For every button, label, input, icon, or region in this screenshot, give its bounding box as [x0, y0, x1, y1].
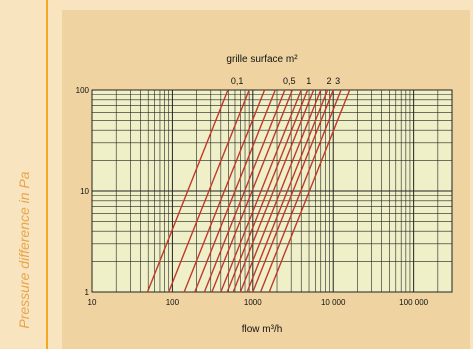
curve-line [239, 89, 322, 293]
curve-label: 0,5 [283, 76, 296, 86]
curve-label: 2 [327, 76, 332, 86]
x-tick-label: 10 [88, 298, 97, 307]
curve-label: 1 [306, 76, 311, 86]
curve-label: 3 [335, 76, 340, 86]
y-tick-label: 10 [80, 187, 89, 196]
grid-major [91, 89, 452, 293]
chart-svg: 0,1 0,5 1 2 3 10 100 1000 10 000 100 000 110100 … [76, 54, 453, 335]
curve-labels: 0,1 0,5 1 2 3 [231, 76, 340, 86]
x-tick-label: 10 000 [321, 298, 346, 307]
chart-panel: 0,1 0,5 1 2 3 10 100 1000 10 000 100 000 1 10 100 … [62, 10, 470, 349]
x-tick-label: 1000 [244, 298, 262, 307]
x-axis-label: flow m³/h [242, 324, 283, 335]
curve-line [259, 89, 342, 293]
curve-line [146, 89, 229, 293]
x-tick-label: 100 000 [399, 298, 428, 307]
curve-line [203, 89, 286, 293]
curve-line [220, 89, 302, 293]
curves [146, 89, 351, 293]
y-tick-label: 1 [85, 288, 90, 297]
curve-line [211, 89, 293, 293]
curve-line [232, 89, 315, 293]
y-axis-label: Pressure difference in Pa [16, 171, 32, 329]
curve-line [252, 89, 334, 293]
curve-line [246, 89, 329, 293]
curve-line [226, 89, 309, 293]
x-tick-label: 100 [166, 298, 180, 307]
chart-title: grille surface m² [226, 54, 298, 65]
y-tick-label: 100 [76, 86, 90, 95]
curve-line [268, 89, 351, 293]
curve-line [183, 89, 266, 293]
curve-line [168, 89, 250, 293]
x-tick-labels: 10 100 1000 10 000 100 000 [88, 298, 429, 307]
curve-label: 0,1 [231, 76, 244, 86]
side-bar: Pressure difference in Pa [0, 0, 48, 349]
y-tick-labels: 1 10 100 [76, 86, 90, 297]
curve-line [194, 89, 276, 293]
accent-rule [46, 0, 48, 349]
